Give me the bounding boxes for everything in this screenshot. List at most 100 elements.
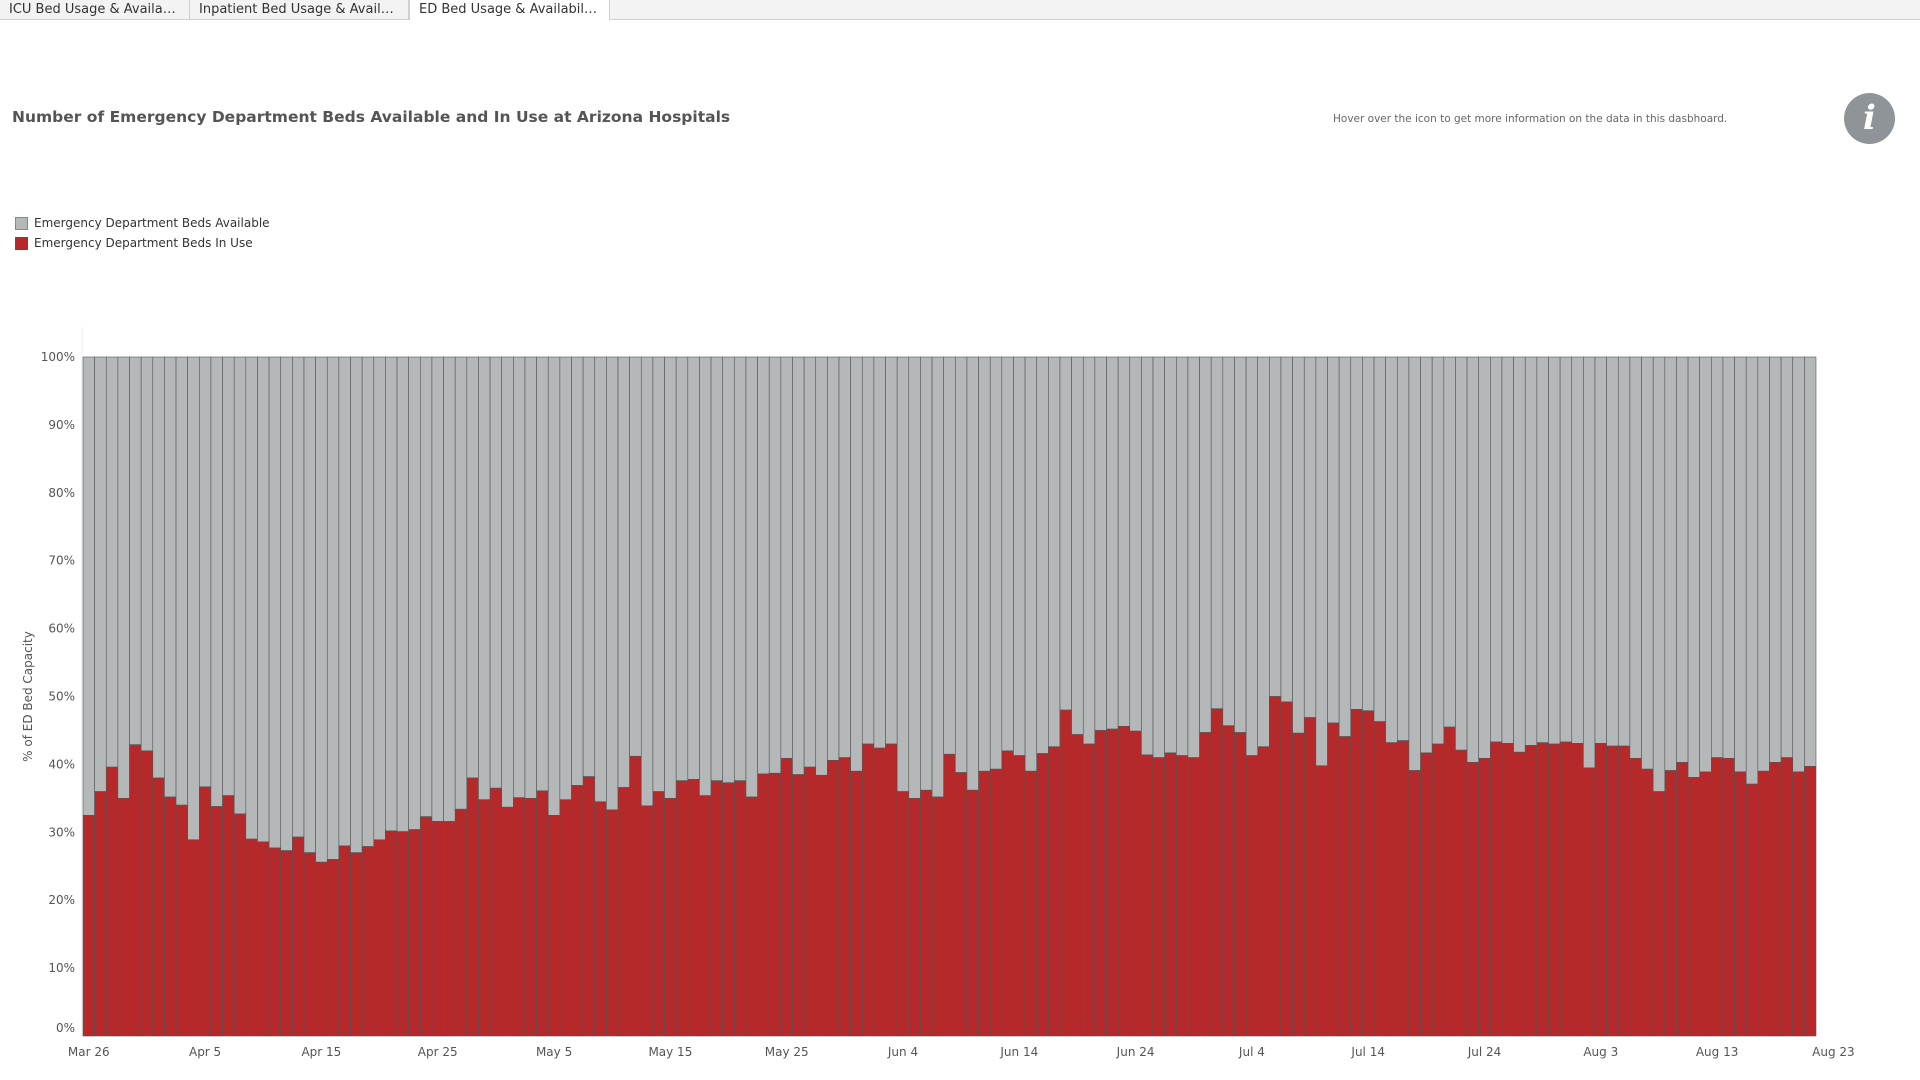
bar-available [385,356,398,832]
bar-in-use [210,806,223,1037]
x-tick-label: Aug 13 [1696,1045,1739,1059]
bar-available [1629,356,1642,759]
bar-in-use [1152,757,1165,1037]
bar-available [1490,356,1503,743]
bar-available [780,356,793,759]
bar-available [1187,356,1200,758]
bar-available [652,356,665,792]
bar-available [1443,356,1456,728]
bar-in-use [722,782,735,1037]
bar-available [1583,356,1596,769]
bar-available [1129,356,1142,732]
legend-item-available[interactable]: Emergency Department Beds Available [15,213,270,233]
bar-available [1280,356,1293,703]
bar-in-use [315,861,328,1037]
bar-available [1420,356,1433,754]
bar-in-use [1094,730,1107,1037]
bar-available [1734,356,1747,773]
bar-in-use [1501,743,1514,1037]
bar-in-use [1117,726,1131,1037]
bar-available [582,356,596,777]
bar-in-use [664,798,677,1037]
bar-in-use [350,852,363,1037]
y-tick-label: 80% [48,486,75,500]
bar-in-use [443,821,456,1037]
bar-available [501,356,514,808]
bar-in-use [582,776,596,1037]
bar-available [1222,356,1235,727]
bar-in-use [629,755,642,1037]
x-tick-label: Aug 3 [1583,1045,1618,1059]
bar-available [664,356,677,799]
tab-icu-bed-usage[interactable]: ICU Bed Usage & Availability [0,0,190,19]
bar-available [419,356,433,817]
x-tick-label: Jul 24 [1467,1045,1502,1059]
bar-available [920,356,933,791]
bar-in-use [396,831,409,1037]
bar-in-use [1082,743,1096,1037]
bar-in-use [1187,757,1200,1037]
bar-available [303,356,316,853]
bar-in-use [117,798,130,1037]
legend-item-in-use[interactable]: Emergency Department Beds In Use [15,233,270,253]
bar-in-use [1280,701,1293,1037]
bar-available [675,356,689,782]
bar-available [559,356,572,801]
bar-available [1152,356,1165,758]
bar-in-use [1385,742,1398,1037]
bar-in-use [1466,762,1479,1037]
bar-in-use [699,795,712,1037]
bar-in-use [1734,771,1747,1037]
bar-in-use [1059,709,1072,1037]
bar-in-use [1292,732,1305,1037]
bar-available [1013,356,1026,756]
bar-in-use [524,798,537,1037]
bar-in-use [280,850,293,1037]
bar-available [1711,356,1724,758]
bar-available [1699,356,1712,773]
bar-in-use [373,839,386,1037]
tab-ed-bed-usage[interactable]: ED Bed Usage & Availability [409,0,610,20]
bar-available [152,356,165,779]
bar-in-use [1176,755,1189,1037]
bar-available [478,356,491,801]
bar-available [431,356,444,822]
bar-available [257,356,270,843]
bar-available [524,356,537,799]
bar-in-use [1013,755,1026,1037]
bar-available [117,356,130,799]
bar-in-use [606,809,619,1037]
bar-available [233,356,247,815]
bar-available [187,356,200,841]
bar-available [466,356,479,779]
bar-in-use [1676,762,1689,1037]
bar-in-use [1350,709,1363,1037]
info-icon[interactable]: i [1844,93,1895,144]
bar-in-use [1396,740,1410,1037]
bar-available [1431,356,1445,745]
x-tick-label: Mar 26 [68,1045,110,1059]
bar-in-use [780,757,793,1037]
x-tick-label: Apr 5 [189,1045,221,1059]
bar-in-use [408,829,421,1037]
x-tick-label: Aug 23 [1812,1045,1855,1059]
bar-in-use [850,770,863,1037]
bar-in-use [1420,752,1433,1037]
bar-available [222,356,235,796]
bar-in-use [1757,770,1770,1037]
bar-available [722,356,735,784]
bar-in-use [908,798,921,1037]
bar-in-use [943,753,956,1037]
bar-available [792,356,805,775]
tab-inpatient-bed-usage[interactable]: Inpatient Bed Usage & Availabi... [190,0,409,19]
legend-swatch-in-use [15,236,28,250]
bar-in-use [1594,743,1607,1037]
bar-in-use [257,841,270,1037]
bar-available [175,356,188,806]
bar-in-use [245,838,258,1037]
x-tick-label: May 15 [648,1045,692,1059]
bar-available [1687,356,1700,778]
bar-in-use [1687,776,1700,1037]
bar-in-use [1129,730,1142,1037]
bar-in-use [803,766,817,1037]
